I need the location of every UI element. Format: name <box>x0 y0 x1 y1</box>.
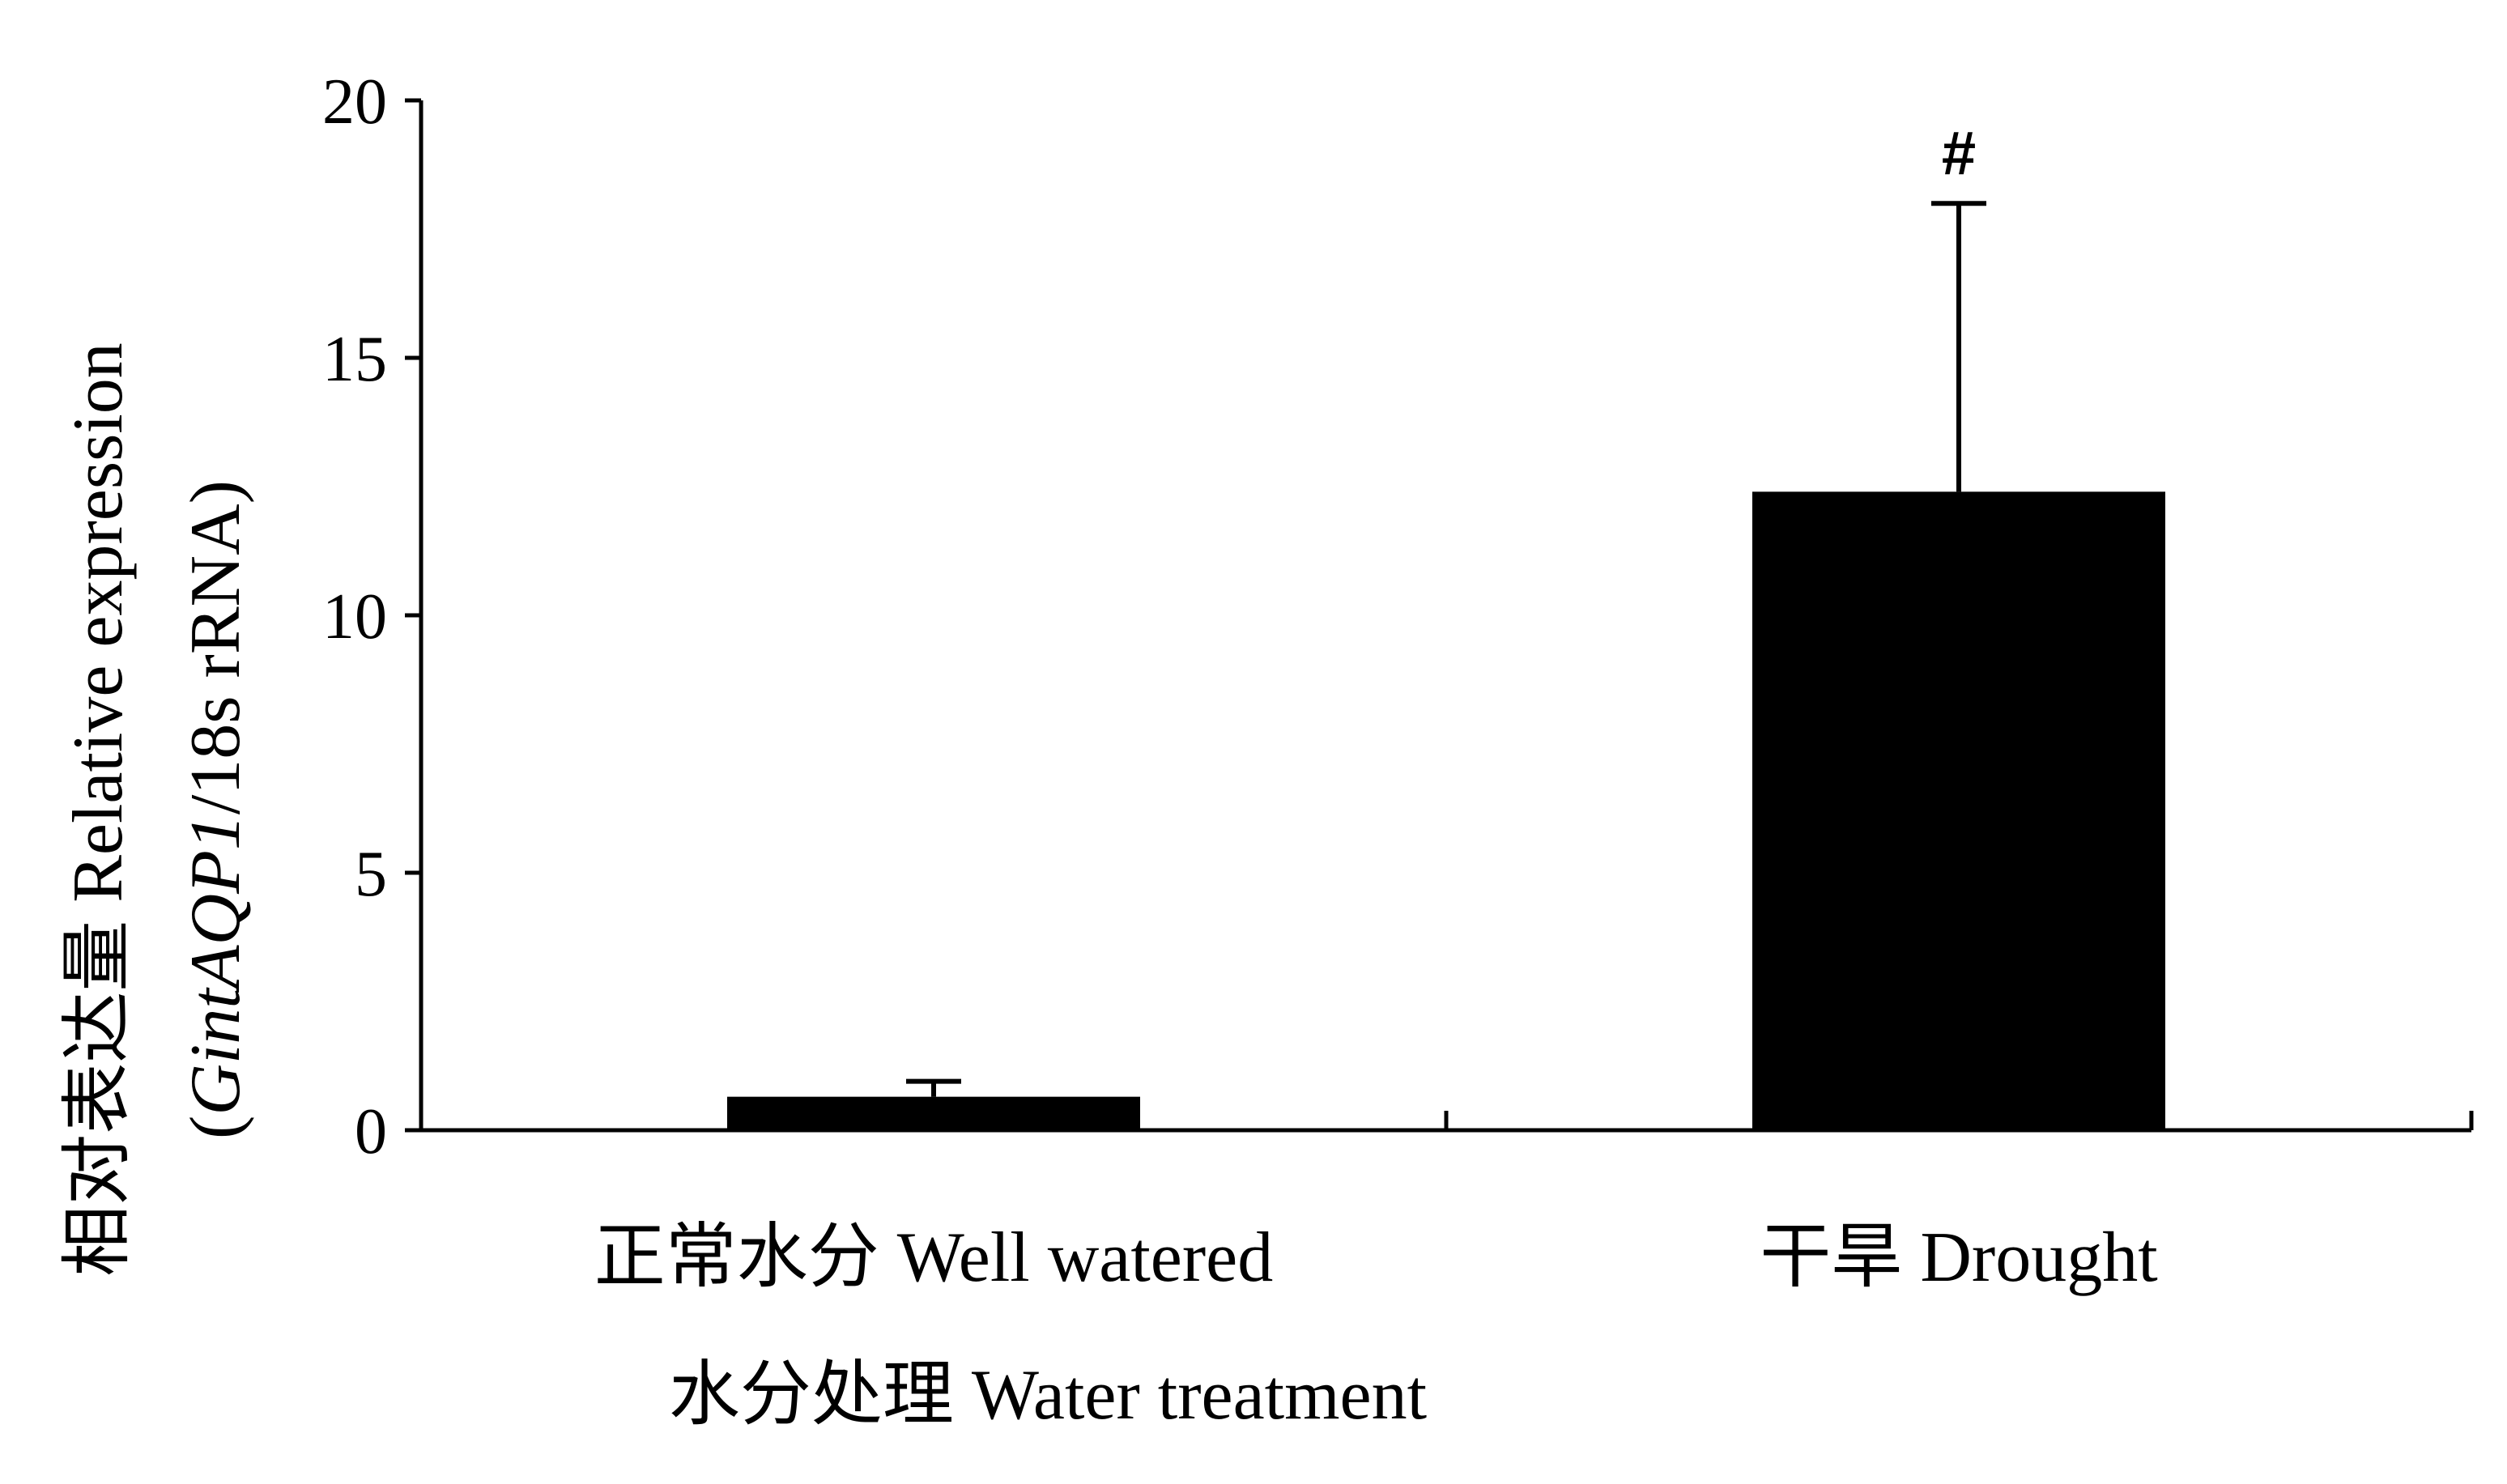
x-axis-title: 水分处理 Water treatment <box>669 1356 1427 1435</box>
y-tick-label: 15 <box>322 324 387 395</box>
y-tick-label: 10 <box>322 581 387 653</box>
x-ticks <box>1444 1111 2474 1130</box>
y-ticks: 0 5 10 15 20 <box>322 66 421 1167</box>
bars: # <box>727 119 2165 1130</box>
category-labels: 正常水分 Well watered 干旱 Drought <box>594 1218 2158 1297</box>
significance-marker: # <box>1942 119 1976 188</box>
bar <box>1752 491 2165 1130</box>
x-category-label: 干旱 Drought <box>1760 1218 2157 1297</box>
y-tick-label: 5 <box>355 839 387 910</box>
y-tick-label: 0 <box>355 1096 387 1167</box>
y-tick-label: 20 <box>322 66 387 138</box>
y-axis-title-line1: 相对表达量 Relative expression <box>59 342 138 1277</box>
x-category-label: 正常水分 Well watered <box>594 1218 1273 1297</box>
y-axis-title: 相对表达量 Relative expression (GintAQP1/18s … <box>59 342 255 1277</box>
y-axis-title-line2: (GintAQP1/18s rRNA) <box>177 480 255 1139</box>
bar <box>727 1096 1140 1130</box>
